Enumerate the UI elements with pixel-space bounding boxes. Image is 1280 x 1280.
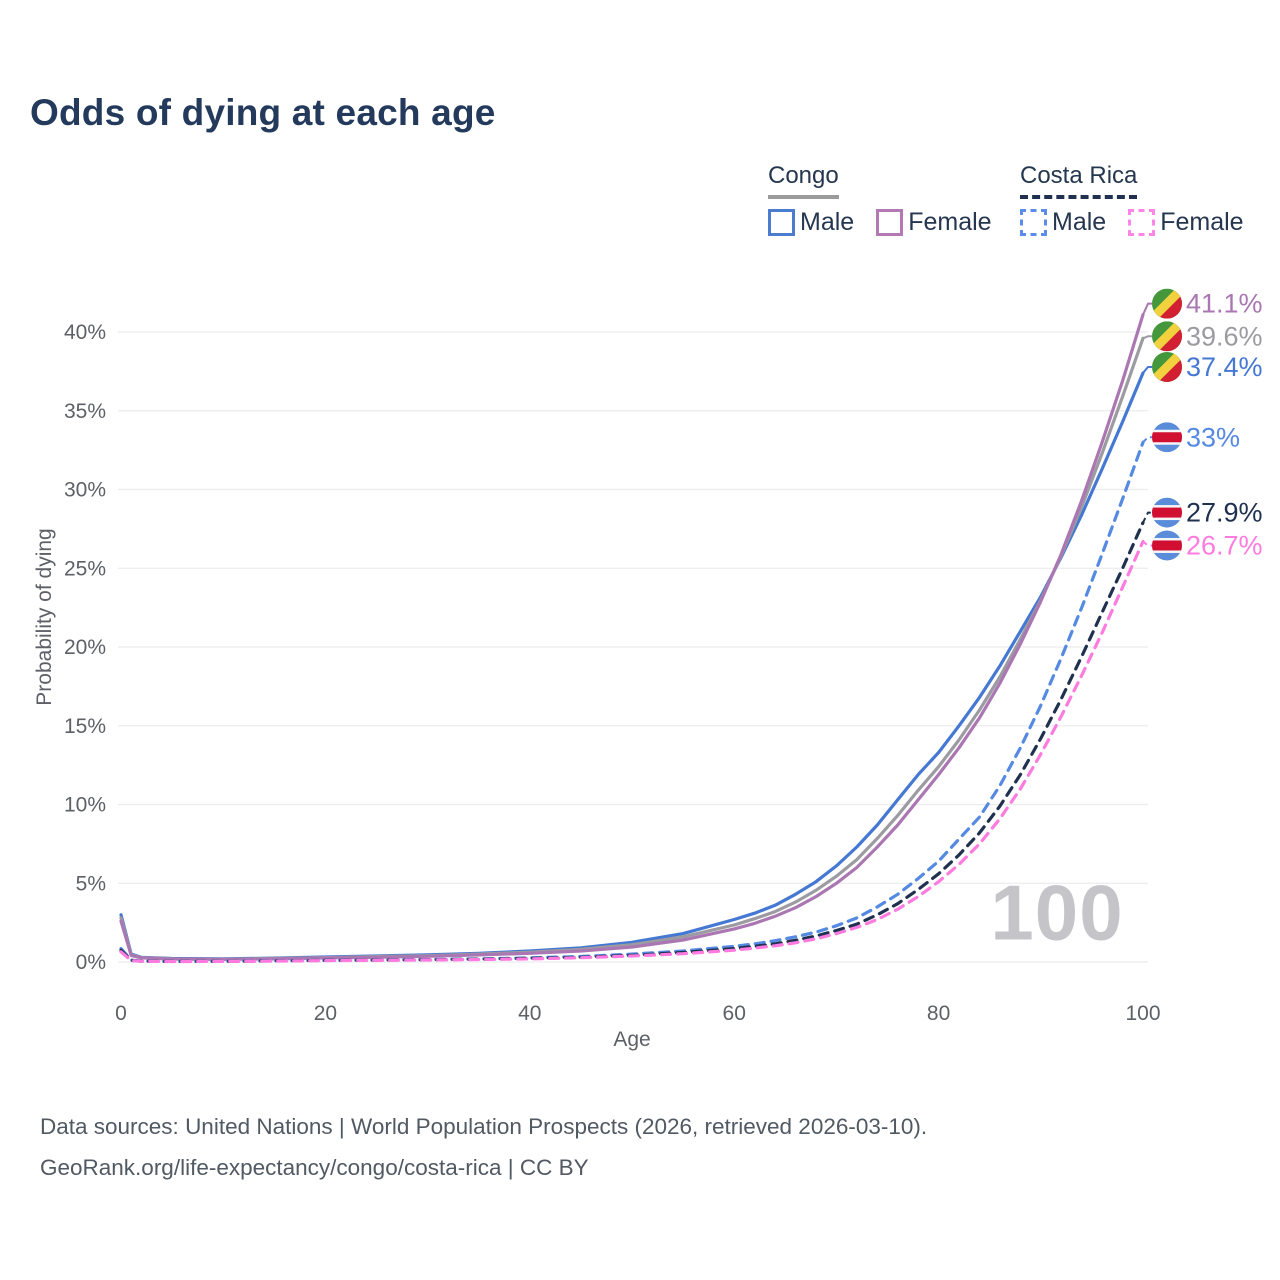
- end-value-label: 27.9%: [1186, 498, 1263, 528]
- label-connector: [1142, 335, 1152, 340]
- legend-congo-label: Congo: [768, 162, 839, 189]
- legend-costa-rica-label: Costa Rica: [1020, 162, 1138, 189]
- y-tick-label: 10%: [64, 794, 106, 817]
- legend-item-congo-female[interactable]: Female: [876, 208, 992, 237]
- costa-rica-male-swatch: [1020, 209, 1047, 236]
- label-connector: [1142, 365, 1152, 374]
- y-tick-label: 20%: [64, 636, 106, 659]
- legend-item-costa-rica-female[interactable]: Female: [1128, 208, 1244, 237]
- costa-rica-male-label: Male: [1052, 208, 1107, 236]
- x-axis-title: Age: [613, 1028, 651, 1051]
- page-title: Odds of dying at each age: [30, 92, 496, 133]
- x-tick-label: 0: [115, 1002, 127, 1025]
- y-tick-label: 40%: [64, 321, 106, 344]
- congo-female-label: Female: [908, 208, 992, 236]
- end-value-label: 41.1%: [1186, 289, 1263, 319]
- y-axis-title: Probability of dying: [33, 528, 56, 706]
- end-value-label: 26.7%: [1186, 530, 1263, 560]
- footer: Data sources: United Nations | World Pop…: [40, 1106, 927, 1188]
- costa-rica-female-label: Female: [1160, 208, 1244, 236]
- y-tick-label: 30%: [64, 479, 106, 502]
- series-line-costa-rica-both[interactable]: [119, 521, 1145, 963]
- end-value-label: 37.4%: [1186, 352, 1263, 382]
- legend-group-costa-rica: Costa Rica Male Female: [1020, 162, 1266, 237]
- costa-rica-female-swatch: [1128, 209, 1156, 236]
- series-line-congo-male[interactable]: [119, 371, 1145, 961]
- series-line-congo-female[interactable]: [119, 313, 1145, 961]
- congo-female-swatch: [876, 209, 904, 236]
- congo-flag-icon: [1152, 288, 1182, 319]
- legend-item-congo-male[interactable]: Male: [768, 208, 854, 237]
- data-sources-line: Data sources: United Nations | World Pop…: [40, 1114, 928, 1139]
- y-tick-label: 5%: [76, 872, 106, 895]
- y-tick-label: 0%: [76, 951, 106, 974]
- x-tick-label: 100: [1125, 1002, 1160, 1025]
- legend-costa-rica-title: Costa Rica: [1020, 162, 1138, 199]
- label-connector: [1142, 540, 1152, 547]
- attribution-line: GeoRank.org/life-expectancy/congo/costa-…: [40, 1155, 589, 1180]
- congo-flag-icon: [1152, 351, 1182, 382]
- congo-flag-icon: [1152, 321, 1182, 352]
- y-tick-label: 35%: [64, 400, 106, 423]
- series-line-congo-both[interactable]: [119, 336, 1145, 961]
- x-tick-label: 60: [723, 1002, 746, 1025]
- label-connector: [1142, 302, 1152, 316]
- legend-item-costa-rica-male[interactable]: Male: [1020, 208, 1106, 237]
- label-connector: [1142, 436, 1152, 443]
- costa-rica-flag-icon: [1152, 497, 1182, 528]
- y-tick-label: 25%: [64, 557, 106, 580]
- series-line-costa-rica-female[interactable]: [119, 539, 1145, 964]
- congo-male-swatch: [768, 209, 795, 236]
- end-value-label: 33%: [1186, 422, 1240, 452]
- congo-male-label: Male: [800, 208, 855, 236]
- x-tick-label: 80: [927, 1002, 950, 1025]
- end-value-label: 39.6%: [1186, 321, 1263, 351]
- legend-congo-title: Congo: [768, 162, 839, 199]
- y-tick-label: 15%: [64, 715, 106, 738]
- label-connector: [1142, 511, 1152, 524]
- x-tick-label: 20: [314, 1002, 337, 1025]
- legend-group-congo: Congo Male Female: [768, 162, 1014, 237]
- costa-rica-flag-icon: [1152, 530, 1182, 561]
- x-tick-label: 40: [518, 1002, 541, 1025]
- costa-rica-flag-icon: [1152, 422, 1182, 453]
